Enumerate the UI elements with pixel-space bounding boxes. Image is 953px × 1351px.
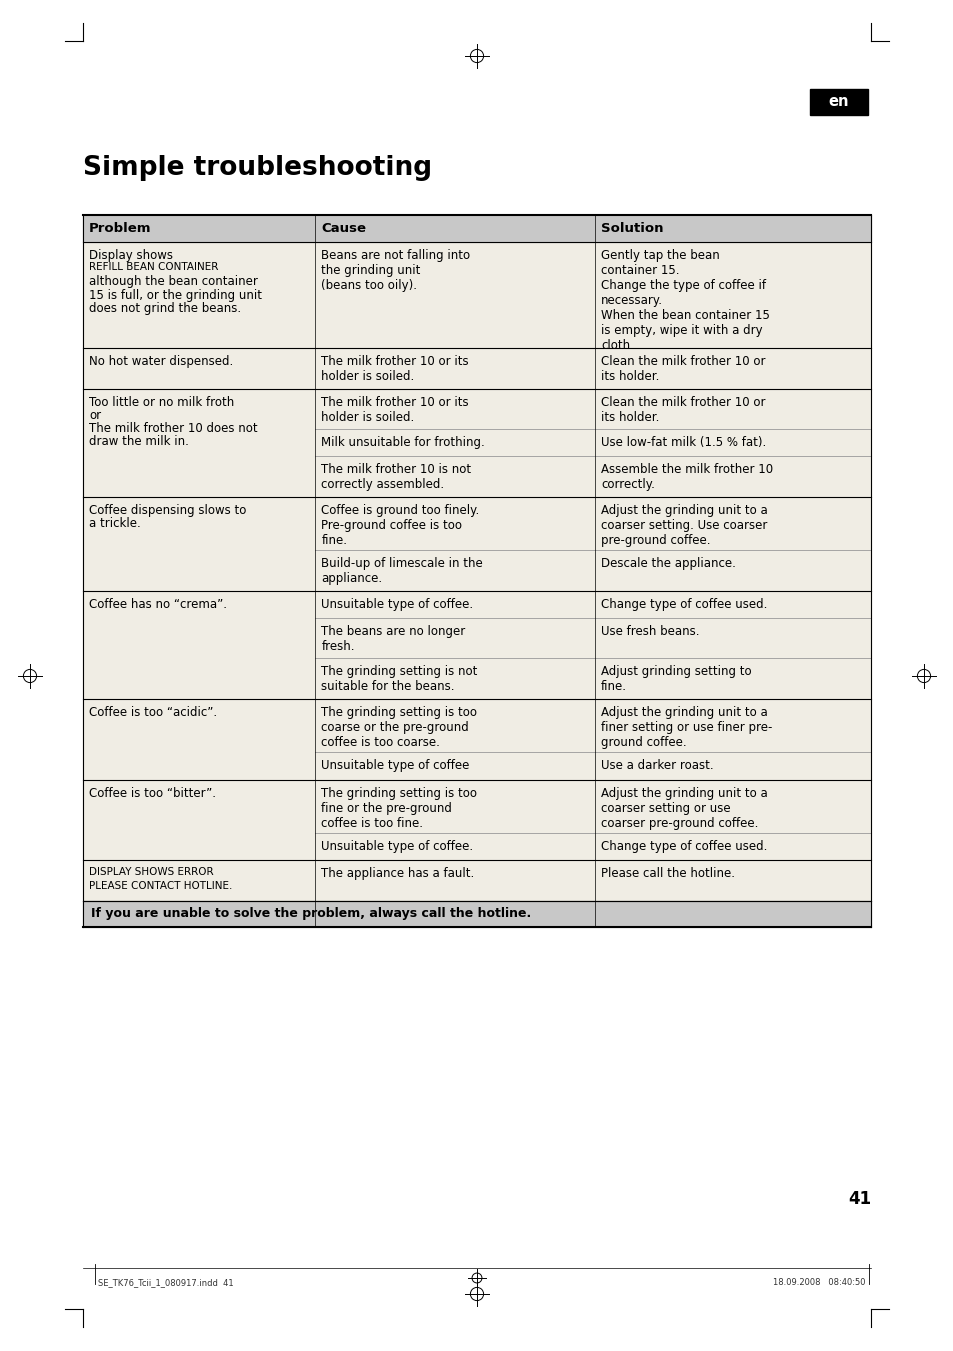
Text: Build-up of limescale in the
appliance.: Build-up of limescale in the appliance. — [321, 558, 483, 585]
Text: Beans are not falling into
the grinding unit
(beans too oily).: Beans are not falling into the grinding … — [321, 249, 470, 292]
Bar — [83, 698, 870, 780]
Text: Adjust the grinding unit to a
finer setting or use finer pre-
ground coffee.: Adjust the grinding unit to a finer sett… — [600, 705, 772, 748]
Text: or: or — [89, 409, 101, 422]
Text: Use a darker roast.: Use a darker roast. — [600, 759, 713, 773]
Bar — [83, 861, 870, 901]
Text: Clean the milk frother 10 or
its holder.: Clean the milk frother 10 or its holder. — [600, 396, 765, 424]
Text: Use low-fat milk (1.5 % fat).: Use low-fat milk (1.5 % fat). — [600, 436, 765, 449]
Text: SE_TK76_Tcii_1_080917.indd  41: SE_TK76_Tcii_1_080917.indd 41 — [98, 1278, 233, 1288]
Text: Unsuitable type of coffee.: Unsuitable type of coffee. — [321, 840, 473, 854]
Text: Adjust grinding setting to
fine.: Adjust grinding setting to fine. — [600, 666, 751, 693]
Text: The beans are no longer
fresh.: The beans are no longer fresh. — [321, 626, 465, 653]
Text: Unsuitable type of coffee: Unsuitable type of coffee — [321, 759, 469, 773]
Text: Coffee is ground too finely.
Pre-ground coffee is too
fine.: Coffee is ground too finely. Pre-ground … — [321, 504, 479, 547]
Bar — [809, 89, 867, 115]
Text: Adjust the grinding unit to a
coarser setting or use
coarser pre-ground coffee.: Adjust the grinding unit to a coarser se… — [600, 786, 767, 830]
Text: a trickle.: a trickle. — [89, 517, 141, 530]
Text: Simple troubleshooting: Simple troubleshooting — [83, 155, 432, 181]
Text: Coffee is too “acidic”.: Coffee is too “acidic”. — [89, 705, 217, 719]
Text: The milk frother 10 does not: The milk frother 10 does not — [89, 423, 257, 435]
Bar — [83, 780, 870, 861]
Bar — [83, 349, 870, 389]
Text: The milk frother 10 or its
holder is soiled.: The milk frother 10 or its holder is soi… — [321, 396, 469, 424]
Bar — [83, 389, 870, 497]
Text: Unsuitable type of coffee.: Unsuitable type of coffee. — [321, 597, 473, 611]
Text: Milk unsuitable for frothing.: Milk unsuitable for frothing. — [321, 436, 485, 449]
Text: Coffee dispensing slows to: Coffee dispensing slows to — [89, 504, 246, 517]
Text: Solution: Solution — [600, 222, 663, 235]
Text: Please call the hotline.: Please call the hotline. — [600, 867, 735, 881]
Text: although the bean container: although the bean container — [89, 276, 257, 288]
Text: Adjust the grinding unit to a
coarser setting. Use coarser
pre-ground coffee.: Adjust the grinding unit to a coarser se… — [600, 504, 767, 547]
Text: 15 is full, or the grinding unit: 15 is full, or the grinding unit — [89, 289, 262, 301]
Text: 41: 41 — [847, 1190, 870, 1208]
Text: REFILL BEAN CONTAINER: REFILL BEAN CONTAINER — [89, 262, 218, 272]
Text: The grinding setting is too
coarse or the pre-ground
coffee is too coarse.: The grinding setting is too coarse or th… — [321, 705, 476, 748]
Text: Too little or no milk froth: Too little or no milk froth — [89, 396, 234, 409]
Text: Use fresh beans.: Use fresh beans. — [600, 626, 699, 638]
Bar — [83, 242, 870, 349]
Text: Coffee has no “crema”.: Coffee has no “crema”. — [89, 597, 227, 611]
Text: Gently tap the bean
container 15.
Change the type of coffee if
necessary.
When t: Gently tap the bean container 15. Change… — [600, 249, 769, 353]
Text: en: en — [828, 95, 848, 109]
Text: If you are unable to solve the problem, always call the hotline.: If you are unable to solve the problem, … — [91, 908, 531, 920]
Text: does not grind the beans.: does not grind the beans. — [89, 301, 241, 315]
Text: Change type of coffee used.: Change type of coffee used. — [600, 597, 767, 611]
Text: No hot water dispensed.: No hot water dispensed. — [89, 355, 233, 369]
Text: PLEASE CONTACT HOTLINE.: PLEASE CONTACT HOTLINE. — [89, 881, 233, 890]
Text: Assemble the milk frother 10
correctly.: Assemble the milk frother 10 correctly. — [600, 463, 773, 492]
Text: Descale the appliance.: Descale the appliance. — [600, 558, 736, 570]
Bar — [83, 497, 870, 590]
Text: The appliance has a fault.: The appliance has a fault. — [321, 867, 475, 881]
Text: draw the milk in.: draw the milk in. — [89, 435, 189, 449]
Bar — [83, 901, 870, 927]
Bar — [83, 215, 870, 242]
Text: DISPLAY SHOWS ERROR: DISPLAY SHOWS ERROR — [89, 867, 213, 877]
Text: Change type of coffee used.: Change type of coffee used. — [600, 840, 767, 854]
Text: The grinding setting is not
suitable for the beans.: The grinding setting is not suitable for… — [321, 666, 477, 693]
Text: The grinding setting is too
fine or the pre-ground
coffee is too fine.: The grinding setting is too fine or the … — [321, 786, 476, 830]
Text: Problem: Problem — [89, 222, 152, 235]
Text: Clean the milk frother 10 or
its holder.: Clean the milk frother 10 or its holder. — [600, 355, 765, 384]
Text: 18.09.2008   08:40:50: 18.09.2008 08:40:50 — [773, 1278, 865, 1288]
Bar — [83, 590, 870, 698]
Text: Display shows: Display shows — [89, 249, 172, 262]
Text: The milk frother 10 is not
correctly assembled.: The milk frother 10 is not correctly ass… — [321, 463, 471, 492]
Text: Cause: Cause — [321, 222, 366, 235]
Text: The milk frother 10 or its
holder is soiled.: The milk frother 10 or its holder is soi… — [321, 355, 469, 384]
Text: Coffee is too “bitter”.: Coffee is too “bitter”. — [89, 786, 215, 800]
